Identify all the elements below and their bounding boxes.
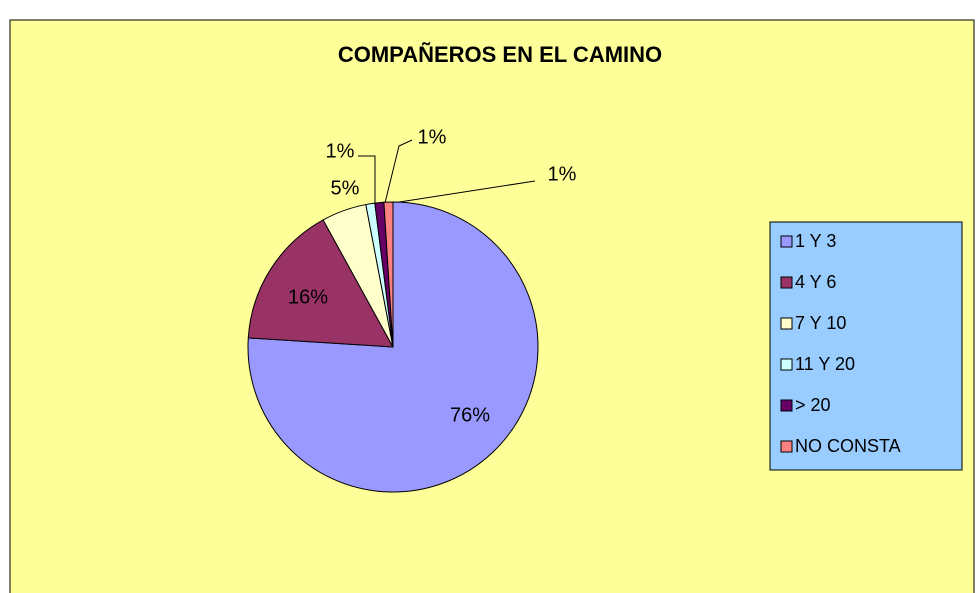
data-label: 1% [418, 126, 447, 148]
pie-slice [247, 219, 394, 348]
legend-swatch [780, 317, 793, 330]
legend-swatch [780, 235, 793, 248]
legend-label: > 20 [795, 395, 831, 415]
legend-swatch [780, 399, 793, 412]
leader-line [392, 180, 536, 204]
legend-swatch [780, 440, 793, 453]
data-label: 5% [331, 177, 360, 199]
legend-swatch [780, 358, 793, 371]
legend-label: 11 Y 20 [795, 354, 855, 374]
legend-label: 1 Y 3 [795, 231, 836, 251]
chart-title: COMPAÑEROS EN EL CAMINO [338, 42, 662, 67]
data-label: 76% [450, 404, 490, 426]
data-label: 1% [548, 163, 577, 185]
leader-line [384, 139, 413, 204]
legend-label: 4 Y 6 [795, 272, 836, 292]
pie-slice [383, 201, 394, 348]
legend [769, 221, 963, 471]
legend-label: 7 Y 10 [795, 313, 846, 333]
legend-swatch [780, 276, 793, 289]
leader-line [358, 155, 376, 203]
legend-label: NO CONSTA [795, 436, 901, 456]
data-label: 16% [288, 286, 328, 308]
data-label: 1% [326, 140, 355, 162]
